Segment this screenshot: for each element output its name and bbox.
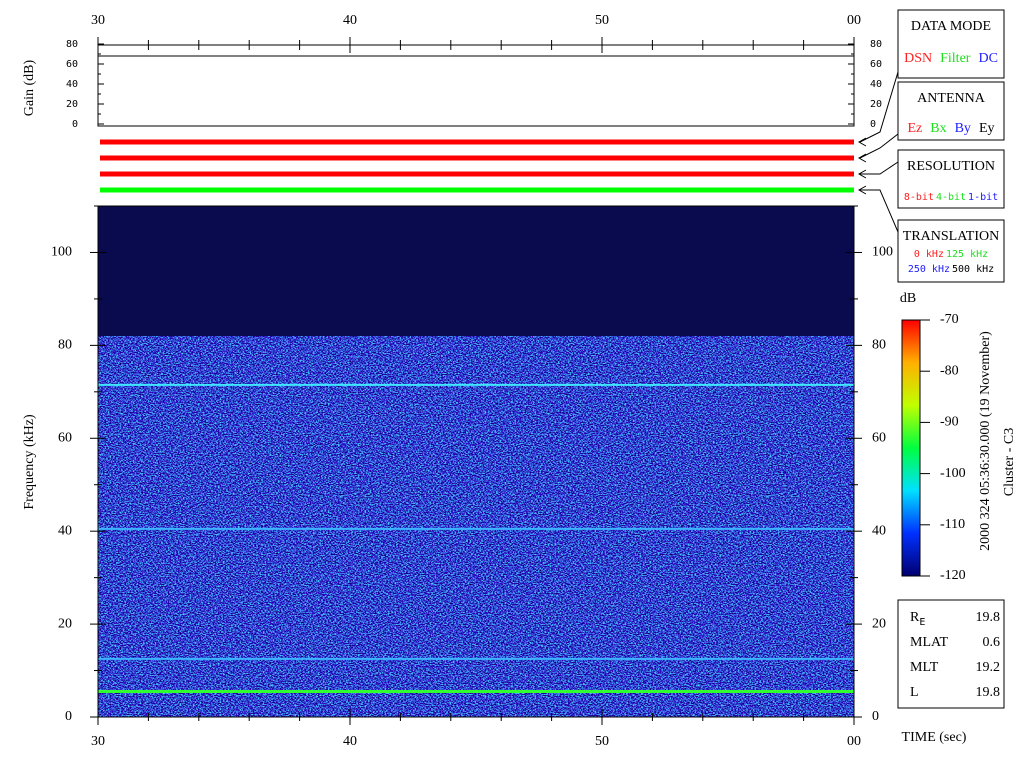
x-tick-label: 40 — [343, 734, 357, 749]
y-tick-label: 80 — [58, 338, 72, 353]
x-tick-label: 00 — [847, 734, 861, 749]
legend-item: Bx — [930, 121, 946, 136]
legend-title: ANTENNA — [917, 91, 986, 106]
colorbar — [901, 319, 921, 577]
legend-item: DSN — [904, 51, 932, 66]
legend-box — [897, 219, 1005, 283]
mode-bar — [100, 187, 854, 193]
y-tick-label: 60 — [872, 430, 886, 445]
legend-item: By — [955, 121, 971, 136]
mode-bar — [100, 155, 854, 161]
colorbar-tick-label: -70 — [940, 312, 959, 327]
spacecraft: Cluster - C3 — [1002, 428, 1017, 496]
y-tick-label: 60 — [58, 430, 72, 445]
gain-panel — [97, 44, 855, 127]
timestamp: 2000 324 05:36:30.000 (19 November) — [978, 331, 993, 551]
legend-item: 0 kHz — [914, 249, 944, 260]
mode-bar — [100, 139, 854, 145]
gain-tick-label: 20 — [870, 99, 882, 110]
y-axis-title: Frequency (kHz) — [22, 414, 37, 510]
x-tick-label: 30 — [91, 13, 105, 28]
info-value: 19.2 — [976, 660, 1001, 675]
mode-connector — [860, 161, 899, 175]
spectrogram-frame — [97, 205, 855, 718]
legend-item: 125 kHz — [946, 249, 988, 260]
info-box — [897, 599, 1005, 709]
legend-item: DC — [978, 51, 997, 66]
y-tick-label: 0 — [65, 709, 72, 724]
y-tick-label: 100 — [872, 245, 893, 260]
legend-item: Ey — [979, 121, 995, 136]
gain-tick-label: 80 — [870, 39, 882, 50]
colorbar-tick-label: -100 — [940, 466, 966, 481]
y-tick-label: 80 — [872, 338, 886, 353]
x-tick-label: 50 — [595, 13, 609, 28]
info-value: 19.8 — [976, 685, 1001, 700]
gain-tick-label: 20 — [66, 99, 78, 110]
legend-title: TRANSLATION — [903, 229, 999, 244]
colorbar-tick-label: -110 — [940, 517, 965, 532]
legend-item: Filter — [940, 51, 971, 66]
mode-connector — [860, 189, 899, 233]
info-label-sub: E — [919, 617, 925, 628]
colorbar-tick-label: -120 — [940, 568, 966, 583]
x-tick-label: 30 — [91, 734, 105, 749]
info-label: MLAT — [910, 635, 949, 650]
x-tick-label: 00 — [847, 13, 861, 28]
colorbar-tick-label: -90 — [940, 415, 959, 430]
legend-item: 500 kHz — [952, 264, 994, 275]
mode-arrow — [857, 185, 867, 195]
info-label: R — [910, 610, 920, 625]
gain-tick-label: 40 — [870, 79, 882, 90]
legend-item: 8-bit — [904, 192, 934, 203]
mode-connector — [859, 133, 899, 159]
gain-tick-label: 60 — [870, 59, 882, 70]
legend-title: DATA MODE — [911, 19, 991, 34]
x-tick-label: 40 — [343, 13, 357, 28]
legend-item: 1-bit — [968, 192, 998, 203]
y-tick-label: 20 — [58, 616, 72, 631]
y-tick-label: 40 — [58, 523, 72, 538]
legend-item: Ez — [907, 121, 922, 136]
mode-arrow — [857, 169, 867, 179]
mode-bar — [100, 171, 854, 177]
mode-arrow — [857, 153, 867, 163]
legend-title: RESOLUTION — [907, 159, 995, 174]
legend-item: 250 kHz — [908, 264, 950, 275]
legend-box — [897, 81, 1005, 141]
mode-arrow — [857, 137, 867, 147]
gain-tick-label: 80 — [66, 39, 78, 50]
legend-box — [897, 149, 1005, 209]
x-tick-label: 50 — [595, 734, 609, 749]
legend-box — [897, 9, 1005, 79]
spectrogram-noise — [98, 336, 854, 717]
gain-tick-label: 60 — [66, 59, 78, 70]
legend-item: 4-bit — [936, 192, 966, 203]
info-label: L — [910, 685, 919, 700]
x-axis-title: TIME (sec) — [902, 730, 967, 745]
gain-tick-label: 0 — [870, 119, 876, 130]
info-value: 0.6 — [983, 635, 1001, 650]
colorbar-label: dB — [900, 291, 916, 306]
y-tick-label: 40 — [872, 523, 886, 538]
info-label: MLT — [910, 660, 939, 675]
y-tick-label: 20 — [872, 616, 886, 631]
gain-tick-label: 0 — [72, 119, 78, 130]
gain-tick-label: 40 — [66, 79, 78, 90]
info-value: 19.8 — [976, 610, 1001, 625]
y-tick-label: 0 — [872, 709, 879, 724]
mode-connector — [859, 71, 899, 143]
y-tick-label: 100 — [51, 245, 72, 260]
gain-axis-title: Gain (dB) — [22, 59, 37, 116]
colorbar-tick-label: -80 — [940, 363, 959, 378]
